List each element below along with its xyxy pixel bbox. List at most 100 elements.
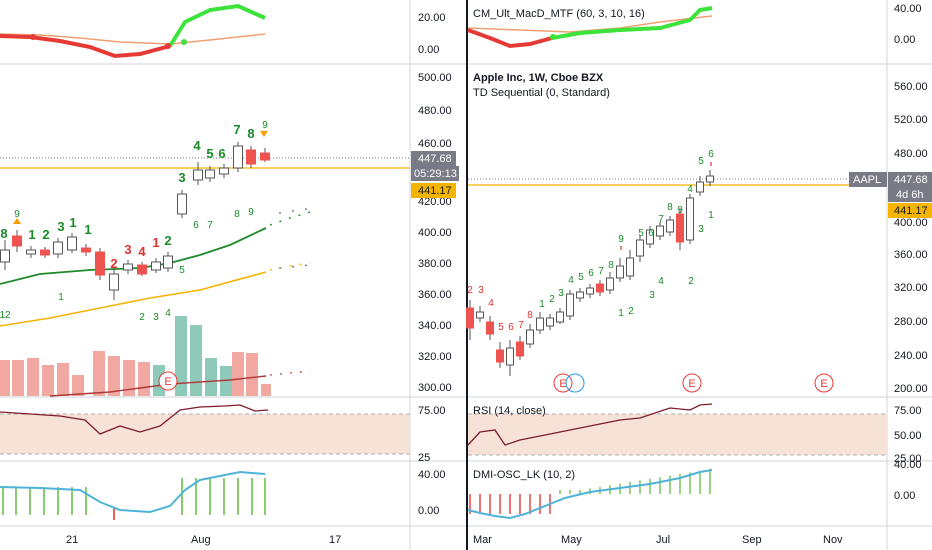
td-count-label: 5 bbox=[498, 322, 504, 333]
candle bbox=[696, 176, 704, 196]
candle bbox=[496, 342, 504, 368]
candle bbox=[676, 208, 684, 250]
candle bbox=[260, 148, 270, 162]
td-count-label: 3 bbox=[649, 290, 655, 301]
svg-text:Nov: Nov bbox=[823, 534, 843, 546]
td-count-label: 4 bbox=[568, 275, 574, 286]
candle bbox=[566, 290, 574, 320]
svg-text:320.00: 320.00 bbox=[894, 282, 928, 294]
candle bbox=[53, 238, 63, 258]
svg-text:0.00: 0.00 bbox=[418, 505, 439, 517]
candle bbox=[556, 308, 564, 324]
candle bbox=[205, 166, 215, 182]
candle bbox=[233, 142, 243, 172]
candle bbox=[586, 284, 594, 298]
svg-text:441.17: 441.17 bbox=[418, 185, 452, 197]
candle bbox=[163, 252, 173, 272]
right-symbol-badge[interactable]: AAPL bbox=[849, 172, 887, 187]
td-count-label: 2 bbox=[42, 227, 49, 242]
svg-text:300.00: 300.00 bbox=[418, 382, 452, 394]
candle bbox=[656, 222, 664, 240]
left-candles bbox=[0, 142, 270, 300]
td-count-label: 1 bbox=[84, 222, 91, 237]
svg-text:E: E bbox=[559, 378, 566, 390]
td-count-label: 6 bbox=[648, 228, 654, 239]
td-count-label: 2 bbox=[467, 285, 473, 296]
td-count-label: 12 bbox=[0, 310, 11, 321]
left-time-axis[interactable]: 21 Aug 17 bbox=[66, 534, 341, 546]
td-count-label: 7 bbox=[233, 122, 240, 137]
candle bbox=[81, 244, 91, 256]
right-earnings-markers[interactable]: E E E bbox=[553, 373, 834, 393]
svg-text:20.00: 20.00 bbox=[418, 12, 446, 24]
td-count-label: 8 bbox=[667, 202, 673, 213]
right-rsi-band bbox=[468, 414, 887, 455]
svg-text:40.00: 40.00 bbox=[894, 459, 922, 471]
td-count-label: 2 bbox=[164, 233, 171, 248]
left-level-tag: 441.17 bbox=[411, 183, 456, 198]
td-count-label: 5 bbox=[179, 265, 185, 276]
svg-text:520.00: 520.00 bbox=[894, 114, 928, 126]
svg-text:0.00: 0.00 bbox=[418, 44, 439, 56]
td-count-label: 3 bbox=[558, 288, 564, 299]
td-count-label: 2 bbox=[110, 256, 117, 271]
td-count-label: 7 bbox=[598, 266, 604, 277]
svg-text:447.68: 447.68 bbox=[894, 174, 928, 186]
right-rsi-title[interactable]: RSI (14, close) bbox=[473, 405, 546, 417]
right-candles bbox=[466, 170, 714, 376]
svg-text:0.00: 0.00 bbox=[894, 34, 915, 46]
td-count-label: 9 bbox=[14, 209, 20, 220]
td-count-label: 8 bbox=[0, 226, 7, 241]
td-count-label: 6 bbox=[708, 149, 714, 160]
right-macd-title[interactable]: CM_Ult_MacD_MTF (60, 3, 10, 16) bbox=[473, 8, 645, 20]
svg-text:400.00: 400.00 bbox=[418, 227, 452, 239]
candle bbox=[576, 288, 584, 302]
right-symbol-title[interactable]: Apple Inc, 1W, Cboe BZX bbox=[473, 72, 604, 84]
candle bbox=[616, 258, 624, 282]
svg-text:50.00: 50.00 bbox=[894, 430, 922, 442]
right-td-title[interactable]: TD Sequential (0, Standard) bbox=[473, 87, 610, 99]
td-count-label: 8 bbox=[247, 126, 254, 141]
left-price-axis[interactable]: 20.00 0.00 500.00 480.00 460.00 420.00 4… bbox=[418, 12, 452, 517]
svg-text:360.00: 360.00 bbox=[418, 289, 452, 301]
right-macd-pane[interactable] bbox=[467, 6, 713, 49]
svg-text:E: E bbox=[688, 378, 695, 390]
candle bbox=[137, 262, 147, 276]
macd-cross-dot bbox=[181, 39, 187, 45]
td-count-label: 9 bbox=[618, 234, 624, 245]
candle bbox=[506, 340, 514, 376]
candle bbox=[596, 280, 604, 296]
svg-text:40.00: 40.00 bbox=[418, 469, 446, 481]
left-macd-pane[interactable] bbox=[0, 3, 266, 59]
candle bbox=[246, 146, 256, 168]
right-countdown-tag: 4d 6h bbox=[888, 187, 932, 202]
left-dmi-histogram bbox=[2, 478, 266, 520]
td-count-label: 3 bbox=[178, 170, 185, 185]
svg-text:05:29:13: 05:29:13 bbox=[414, 168, 457, 180]
candle bbox=[646, 226, 654, 248]
td-count-label: 7 bbox=[658, 214, 664, 225]
candle bbox=[193, 162, 203, 185]
left-earnings-marker[interactable]: E bbox=[158, 371, 178, 391]
candle bbox=[151, 258, 161, 273]
right-time-axis[interactable]: Mar May Jul Sep Nov bbox=[473, 534, 843, 546]
td-count-label: 3 bbox=[153, 312, 159, 323]
td-count-label: 6 bbox=[588, 268, 594, 279]
td-count-label: 1 bbox=[618, 308, 624, 319]
candle bbox=[0, 240, 10, 270]
svg-text:Jul: Jul bbox=[656, 534, 670, 546]
right-level-tag: 441.17 bbox=[888, 203, 932, 218]
td-count-label: 7 bbox=[518, 320, 524, 331]
candle bbox=[219, 164, 229, 178]
td-count-label: 5 bbox=[698, 156, 704, 167]
svg-text:500.00: 500.00 bbox=[418, 72, 452, 84]
right-dmi-title[interactable]: DMI-OSC_LK (10, 2) bbox=[473, 469, 575, 481]
left-signal-arrow bbox=[260, 131, 268, 137]
right-price-axis[interactable]: 40.00 0.00 560.00 520.00 480.00 400.00 3… bbox=[894, 3, 928, 502]
candle bbox=[486, 316, 494, 340]
candle bbox=[546, 314, 554, 330]
